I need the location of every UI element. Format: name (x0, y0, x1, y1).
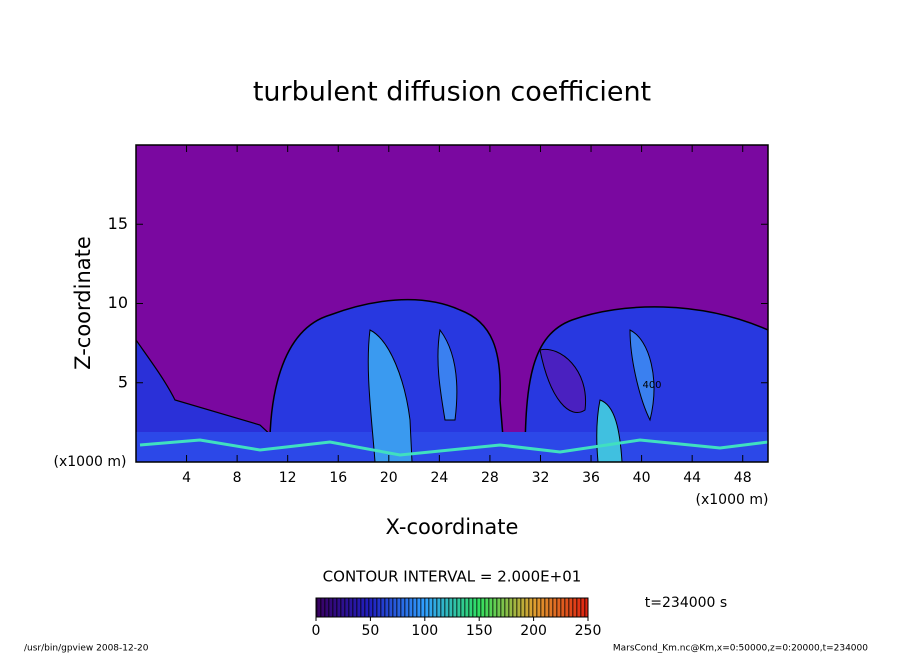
x-axis-label: X-coordinate (386, 515, 519, 539)
colorbar-stripes (315, 597, 589, 618)
contour-field (136, 145, 768, 462)
colorbar-tick-label: 250 (575, 623, 602, 639)
contour-interval: CONTOUR INTERVAL = 2.000E+01 (323, 568, 582, 586)
chart-title: turbulent diffusion coefficient (253, 77, 651, 108)
colorbar-tick-label: 150 (466, 623, 493, 639)
x-tick-label: 44 (683, 470, 701, 486)
colorbar-tick-label: 0 (312, 623, 321, 639)
x-tick-label: 24 (430, 470, 448, 486)
x-tick-label: 28 (481, 470, 499, 486)
footer-right: MarsCond_Km.nc@Km,x=0:50000,z=0:20000,t=… (613, 644, 868, 654)
x-tick-label: 8 (233, 470, 242, 486)
x-tick-label: 12 (279, 470, 297, 486)
colorbar-tick-label: 100 (411, 623, 438, 639)
x-unit-right: (x1000 m) (696, 492, 769, 508)
x-tick-label: 4 (182, 470, 191, 486)
time-label: t=234000 s (645, 595, 727, 611)
x-unit-left: (x1000 m) (54, 454, 127, 470)
contour-label: 400 (642, 380, 661, 391)
x-tick-label: 48 (734, 470, 752, 486)
y-tick-label: 5 (118, 372, 128, 391)
x-tick-label: 16 (329, 470, 347, 486)
x-tick-label: 40 (633, 470, 651, 486)
colorbar-tick-label: 50 (361, 623, 379, 639)
y-tick-label: 15 (108, 214, 128, 233)
colorbar-tick-label: 200 (520, 623, 547, 639)
footer-left: /usr/bin/gpview 2008-12-20 (24, 644, 149, 654)
x-tick-label: 20 (380, 470, 398, 486)
y-tick-label: 10 (108, 293, 128, 312)
x-tick-label: 32 (532, 470, 550, 486)
x-tick-label: 36 (582, 470, 600, 486)
y-axis-label: Z-coordinate (71, 236, 95, 370)
